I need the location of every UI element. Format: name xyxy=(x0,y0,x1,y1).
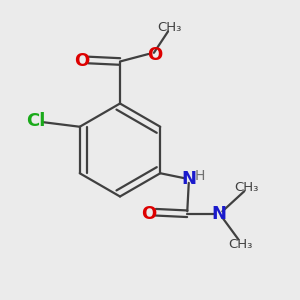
Text: Cl: Cl xyxy=(26,112,45,130)
Text: CH₃: CH₃ xyxy=(157,21,182,34)
Text: O: O xyxy=(74,52,89,70)
Text: CH₃: CH₃ xyxy=(234,181,258,194)
Text: O: O xyxy=(142,205,157,223)
Text: N: N xyxy=(181,170,196,188)
Text: H: H xyxy=(195,169,206,183)
Text: CH₃: CH₃ xyxy=(228,238,252,250)
Text: N: N xyxy=(211,205,226,223)
Text: O: O xyxy=(148,46,163,64)
